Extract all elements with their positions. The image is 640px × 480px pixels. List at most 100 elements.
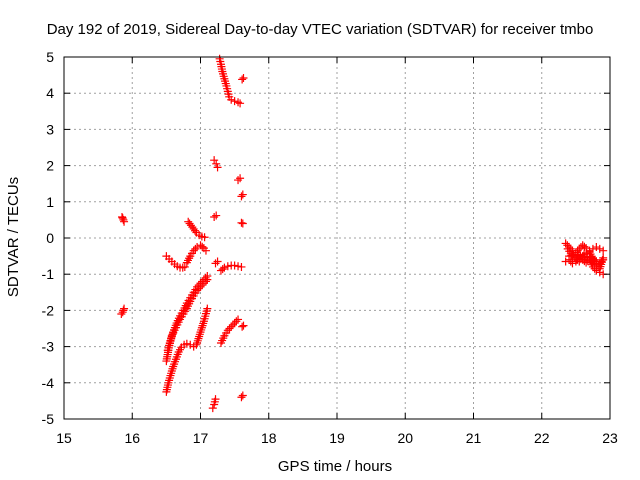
y-axis-label: SDTVAR / TECUs xyxy=(5,177,22,297)
data-point xyxy=(568,259,577,268)
grid-lines xyxy=(64,57,610,419)
data-point xyxy=(210,213,219,222)
y-tick-label: 0 xyxy=(46,230,54,246)
y-tick-label: -2 xyxy=(42,302,55,318)
data-point xyxy=(118,308,127,317)
data-point xyxy=(239,73,248,82)
data-point xyxy=(193,286,202,295)
y-tick-label: -3 xyxy=(42,339,55,355)
data-point xyxy=(203,304,212,313)
data-point xyxy=(580,242,589,251)
data-point xyxy=(203,275,212,284)
x-tick-label: 22 xyxy=(534,430,550,446)
data-point xyxy=(237,262,246,271)
data-point xyxy=(178,263,187,272)
data-point xyxy=(238,219,247,228)
y-tick-label: 1 xyxy=(46,194,54,210)
axis-ticks xyxy=(63,56,611,420)
data-point xyxy=(196,328,205,337)
data-point xyxy=(599,253,608,262)
data-point xyxy=(237,393,246,402)
data-point xyxy=(238,190,247,199)
data-point xyxy=(199,319,208,328)
data-point xyxy=(199,279,208,288)
data-point xyxy=(237,218,246,227)
data-point xyxy=(595,244,604,253)
data-point xyxy=(575,244,584,253)
data-point xyxy=(119,306,128,315)
data-point xyxy=(194,284,203,293)
data-point xyxy=(239,321,248,330)
x-tick-label: 16 xyxy=(124,430,140,446)
y-tick-labels: -5 -4 -3 -2 -1 0 1 2 3 4 5 xyxy=(42,49,55,427)
data-point xyxy=(238,322,247,331)
data-point xyxy=(238,75,247,84)
data-point xyxy=(225,324,234,333)
data-point xyxy=(223,326,232,335)
data-point xyxy=(238,391,247,400)
data-point xyxy=(234,176,243,185)
data-point xyxy=(234,98,243,107)
y-tick-label: -1 xyxy=(42,266,55,282)
data-point xyxy=(208,404,217,413)
data-point xyxy=(200,233,209,242)
data-point xyxy=(201,277,210,286)
data-point xyxy=(237,192,246,201)
x-tick-labels: 15 16 17 18 19 20 21 22 23 xyxy=(56,430,618,446)
data-point xyxy=(234,315,243,324)
x-tick-label: 23 xyxy=(602,430,618,446)
data-point xyxy=(193,338,202,347)
data-point xyxy=(197,325,206,334)
data-point xyxy=(230,319,239,328)
y-tick-label: 2 xyxy=(46,158,54,174)
x-tick-label: 18 xyxy=(261,430,277,446)
x-tick-label: 20 xyxy=(397,430,413,446)
x-tick-label: 17 xyxy=(193,430,209,446)
data-point xyxy=(212,211,221,220)
data-points xyxy=(117,54,608,413)
data-point xyxy=(212,159,221,168)
data-point xyxy=(195,330,204,339)
chart-title: Day 192 of 2019, Sidereal Day-to-day VTE… xyxy=(47,21,594,38)
data-point xyxy=(213,163,222,172)
y-tick-label: 5 xyxy=(46,49,54,65)
data-point xyxy=(195,332,204,341)
data-point xyxy=(191,226,200,235)
data-point xyxy=(227,95,236,104)
data-point xyxy=(210,156,219,165)
data-point xyxy=(211,395,220,404)
data-point xyxy=(228,320,237,329)
data-point xyxy=(227,322,236,331)
y-tick-label: -5 xyxy=(42,411,55,427)
x-tick-label: 21 xyxy=(466,430,482,446)
x-tick-label: 19 xyxy=(329,430,345,446)
data-point xyxy=(196,282,205,291)
data-point xyxy=(232,317,241,326)
data-point xyxy=(182,339,191,348)
x-axis-label: GPS time / hours xyxy=(278,458,392,475)
data-point xyxy=(592,243,601,252)
data-point xyxy=(599,246,608,255)
data-point xyxy=(194,334,203,343)
data-point xyxy=(223,262,232,271)
data-point xyxy=(236,174,245,183)
data-point xyxy=(201,246,210,255)
data-point xyxy=(197,323,206,332)
data-point xyxy=(120,304,129,313)
data-point xyxy=(230,261,239,270)
data-point xyxy=(120,217,129,226)
data-point xyxy=(119,215,128,224)
y-tick-label: 3 xyxy=(46,121,54,137)
data-point xyxy=(191,244,200,253)
y-tick-label: -4 xyxy=(42,375,55,391)
data-point xyxy=(118,214,127,223)
data-point xyxy=(218,265,227,274)
data-point xyxy=(198,321,207,330)
x-tick-label: 15 xyxy=(56,430,72,446)
data-point xyxy=(192,340,201,349)
data-point xyxy=(230,97,239,106)
data-point xyxy=(211,259,220,268)
data-point xyxy=(236,99,245,108)
data-point xyxy=(180,262,189,271)
